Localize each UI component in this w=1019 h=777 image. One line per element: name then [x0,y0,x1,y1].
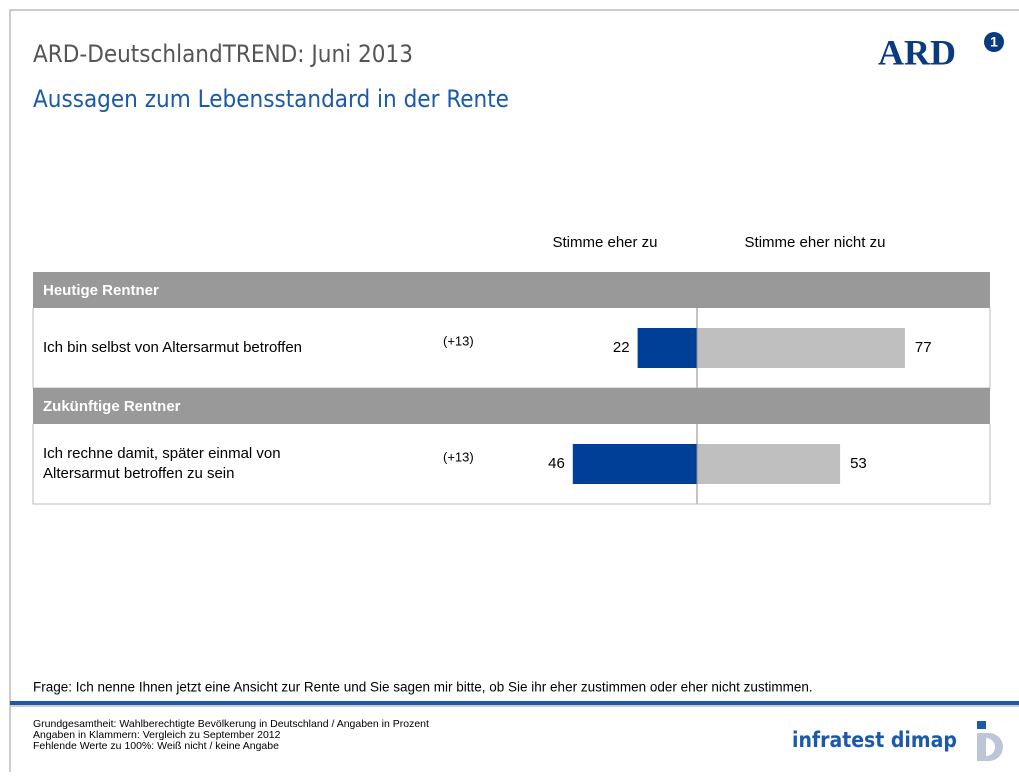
row-label: Ich rechne damit, später einmal von [43,445,281,462]
group-header [33,272,990,308]
logo-circle [984,32,1004,52]
group-header [33,388,990,424]
question: Frage: Ich nenne Ihnen jetzt eine Ansich… [33,680,813,695]
brand: infratest dimap [792,728,957,752]
bar [572,444,697,484]
row-label: Altersarmut betroffen zu sein [43,465,234,482]
value-label: 77 [915,339,932,356]
change-label: (+13) [443,449,474,464]
legend-label: Stimme eher nicht zu [745,234,886,251]
note: Angaben in Klammern: Vergleich zu Septem… [33,729,281,741]
note: Grundgesamtheit: Wahlberechtigte Bevölke… [33,718,429,730]
bar [637,328,697,368]
value-label: 53 [850,455,867,472]
group-label: Heutige Rentner [43,282,159,299]
row-label: Ich bin selbst von Altersarmut betroffen [43,339,302,356]
row-border [32,424,991,505]
bar [697,444,841,484]
brand-icon [977,721,986,729]
note: Fehlende Werte zu 100%: Weiß nicht / kei… [33,740,279,752]
logo-number: 1 [990,34,998,50]
value-label: 46 [548,455,565,472]
bar [697,328,905,368]
footer-rule [10,701,1019,705]
change-label: (+13) [443,333,474,348]
footer-rule [10,705,1019,707]
frame [9,9,1019,772]
legend-label: Stimme eher zu [552,234,657,251]
subtitle: Aussagen zum Lebensstandard in der Rente [33,85,509,113]
title: ARD-DeutschlandTREND: Juni 2013 [33,40,413,68]
group-label: Zukünftige Rentner [43,398,181,415]
value-label: 22 [613,339,630,356]
logo: ARD [878,32,956,72]
brand-icon [977,733,1003,761]
